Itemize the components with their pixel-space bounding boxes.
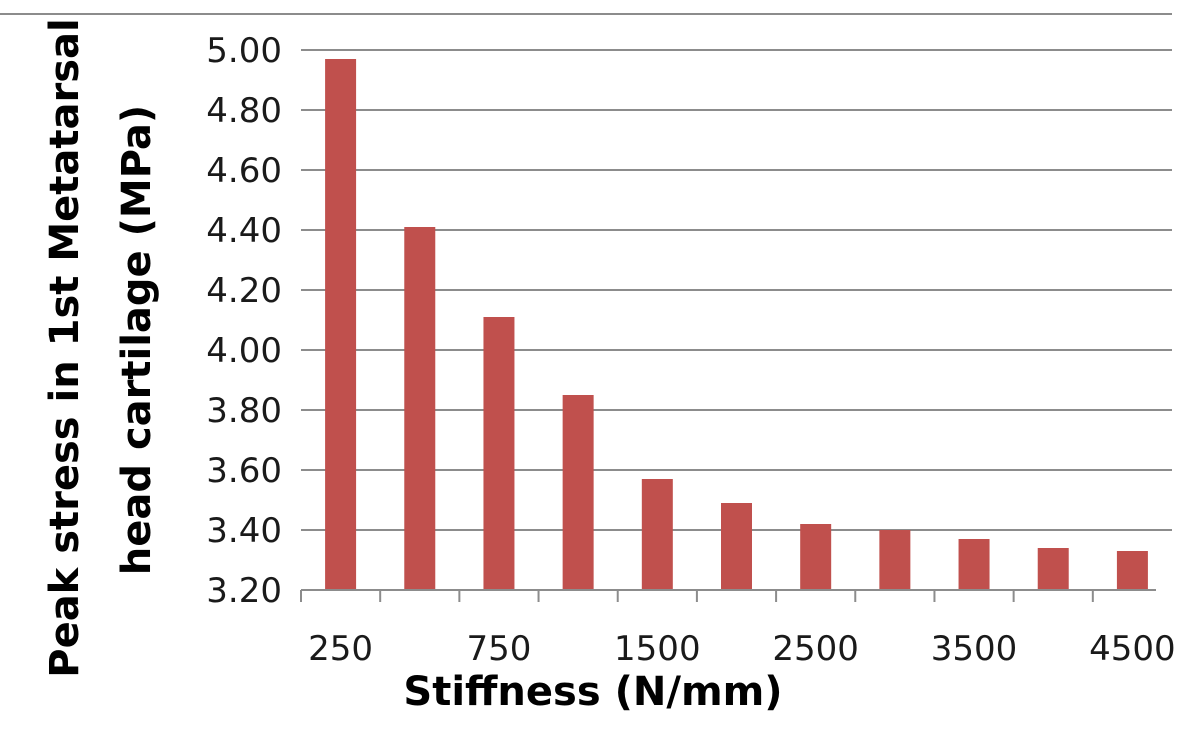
y-axis-title-line-1: Peak stress in 1st Metatarsal — [42, 18, 88, 678]
gridlines — [301, 49, 1172, 531]
bar — [958, 539, 990, 590]
y-tick-labels: 3.20 3.40 3.60 3.80 4.00 4.20 4.40 4.60 4.80 5.00 — [206, 31, 282, 611]
x-tick-label: 250 — [308, 629, 373, 669]
bar — [1037, 548, 1069, 590]
bar — [562, 395, 594, 590]
x-tick-label: 1500 — [614, 629, 701, 669]
bar — [325, 59, 357, 590]
y-axis-title: Peak stress in 1st Metatarsal head carti… — [42, 18, 160, 678]
y-tick-label: 3.20 — [206, 571, 282, 611]
x-tick-label: 4500 — [1089, 629, 1176, 669]
y-tick-label: 3.80 — [206, 391, 282, 431]
y-tick-label: 4.60 — [206, 151, 282, 191]
y-tick-label: 4.00 — [206, 331, 282, 371]
x-axis — [300, 589, 1156, 602]
bar — [404, 227, 436, 590]
bar — [800, 524, 832, 590]
y-tick-label: 3.60 — [206, 451, 282, 491]
y-tick-label: 4.20 — [206, 271, 282, 311]
bar — [879, 530, 911, 590]
x-tick-labels: 250 750 1500 2500 3500 4500 — [308, 629, 1176, 669]
x-tick-label: 2500 — [772, 629, 859, 669]
bar — [1116, 551, 1148, 590]
y-axis-title-line-2: head cartilage (MPa) — [114, 105, 160, 575]
y-tick-label: 3.40 — [206, 511, 282, 551]
y-tick-label: 4.40 — [206, 211, 282, 251]
x-tick-label: 750 — [467, 629, 532, 669]
bars — [325, 59, 1148, 590]
bar — [721, 503, 752, 590]
x-axis-title: Stiffness (N/mm) — [403, 669, 782, 715]
y-tick-label: 5.00 — [206, 31, 282, 71]
bar — [483, 317, 515, 590]
y-tick-label: 4.80 — [206, 91, 282, 131]
bar — [641, 479, 673, 590]
x-tick-label: 3500 — [931, 629, 1018, 669]
